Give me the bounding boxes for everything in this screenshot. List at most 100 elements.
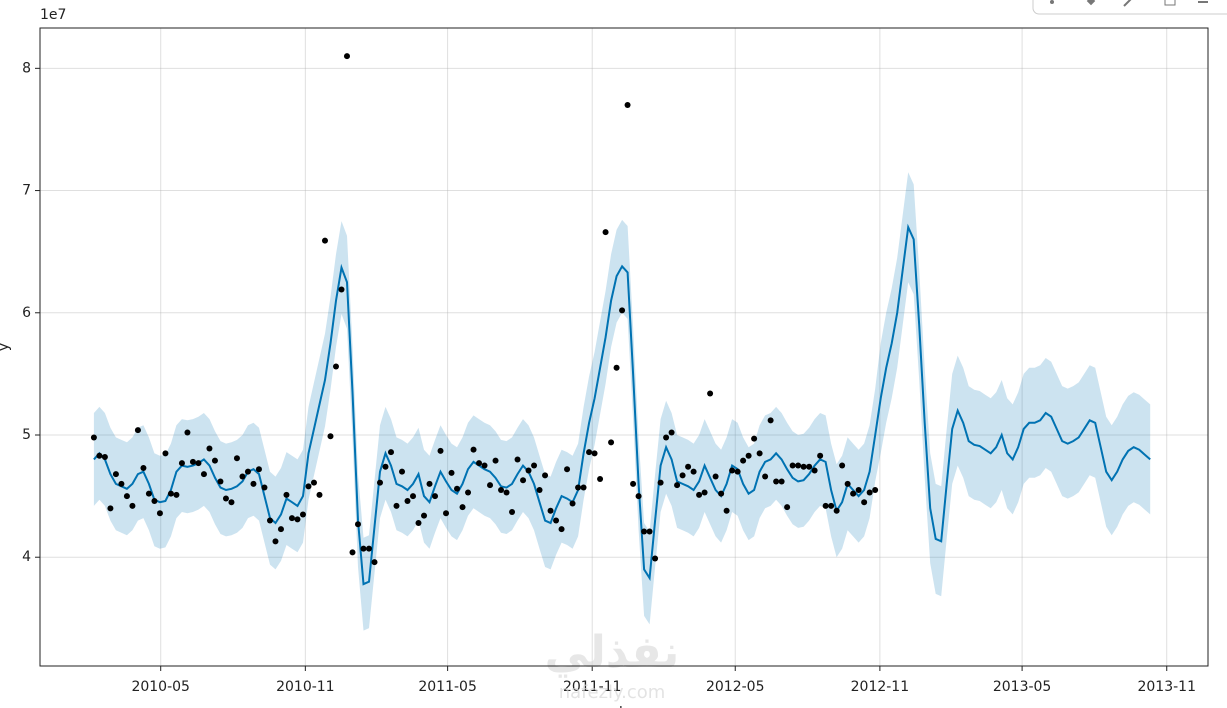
data-point: [123, 493, 130, 500]
data-point: [140, 465, 147, 471]
data-point: [107, 505, 114, 512]
data-point: [822, 502, 829, 509]
data-point: [635, 493, 642, 500]
data-point: [156, 510, 163, 517]
x-tick-label: 2010-05: [131, 679, 190, 695]
x-tick-label: 2010-11: [276, 679, 335, 695]
data-point: [432, 493, 439, 500]
data-point: [767, 417, 774, 424]
data-point: [371, 559, 378, 566]
x-axis-label: ds: [614, 705, 630, 708]
data-point: [866, 489, 873, 496]
data-point: [558, 526, 565, 533]
data-point: [784, 504, 791, 511]
data-point: [553, 517, 560, 524]
toolbar-icon[interactable]: [1050, 0, 1054, 4]
data-point: [773, 478, 780, 485]
data-point: [360, 545, 367, 552]
data-point: [327, 433, 334, 440]
toolbar-icon[interactable]: [1164, 0, 1176, 6]
data-point: [525, 467, 532, 474]
data-point: [734, 468, 741, 475]
data-point: [872, 487, 879, 493]
data-point: [762, 473, 769, 480]
data-point: [723, 507, 730, 514]
data-point: [569, 500, 576, 507]
data-point: [564, 466, 571, 473]
data-point: [189, 458, 196, 465]
data-point: [536, 487, 543, 493]
data-point: [195, 460, 202, 467]
data-point: [244, 468, 251, 475]
data-point: [239, 473, 246, 480]
data-point: [729, 467, 736, 474]
x-tick-label: 2012-05: [706, 679, 765, 695]
data-point: [354, 521, 361, 528]
y-tick-label: 8: [22, 60, 31, 76]
toolbar-box: [1032, 0, 1227, 15]
data-point: [404, 498, 411, 504]
watermark: nafezly.com: [559, 682, 666, 703]
data-point: [575, 484, 582, 491]
data-point: [101, 454, 108, 460]
data-point: [531, 462, 538, 469]
data-point: [641, 528, 648, 535]
data-point: [778, 478, 785, 485]
data-point: [476, 460, 483, 467]
data-point: [542, 472, 549, 479]
data-point: [332, 363, 339, 370]
data-point: [299, 511, 306, 518]
y-tick-label: 7: [22, 183, 31, 199]
data-point: [520, 477, 527, 484]
data-point: [580, 484, 587, 491]
data-point: [789, 462, 796, 469]
offset-label: 1e7: [40, 7, 66, 23]
data-point: [806, 463, 813, 470]
data-point: [217, 478, 224, 485]
data-point: [591, 450, 598, 457]
data-point: [162, 450, 169, 457]
data-point: [178, 460, 185, 467]
data-point: [657, 479, 664, 486]
data-point: [255, 466, 262, 473]
data-point: [850, 490, 857, 497]
data-point: [228, 499, 235, 506]
data-point: [426, 480, 433, 487]
data-point: [294, 516, 301, 523]
data-point: [233, 455, 240, 462]
data-point: [597, 476, 604, 482]
data-point: [586, 449, 593, 456]
data-point: [305, 483, 312, 490]
data-point: [266, 517, 273, 524]
data-point: [751, 435, 758, 442]
data-point: [283, 491, 290, 498]
toolbar: [1032, 0, 1227, 15]
data-point: [514, 456, 521, 463]
x-tick-label: 2013-11: [1137, 679, 1196, 695]
axes-frame: [39, 27, 1209, 667]
data-point: [740, 457, 747, 464]
data-point: [134, 427, 141, 434]
data-point: [321, 237, 328, 244]
data-point: [833, 507, 840, 514]
data-point: [800, 463, 807, 470]
data-point: [459, 504, 466, 511]
data-point: [679, 472, 686, 479]
data-point: [454, 485, 461, 492]
data-point: [112, 471, 119, 478]
data-point: [316, 491, 323, 498]
data-point: [646, 528, 653, 535]
data-point: [861, 499, 868, 506]
data-point: [503, 489, 510, 496]
data-point: [365, 545, 372, 552]
y-axis-label: y: [0, 343, 12, 351]
data-point: [90, 434, 97, 441]
data-point: [96, 452, 103, 459]
data-point: [652, 555, 659, 562]
data-point: [167, 490, 174, 497]
data-point: [745, 452, 752, 459]
toolbar-icon[interactable]: [1123, 0, 1134, 7]
data-point: [602, 229, 609, 236]
data-point: [855, 487, 862, 493]
